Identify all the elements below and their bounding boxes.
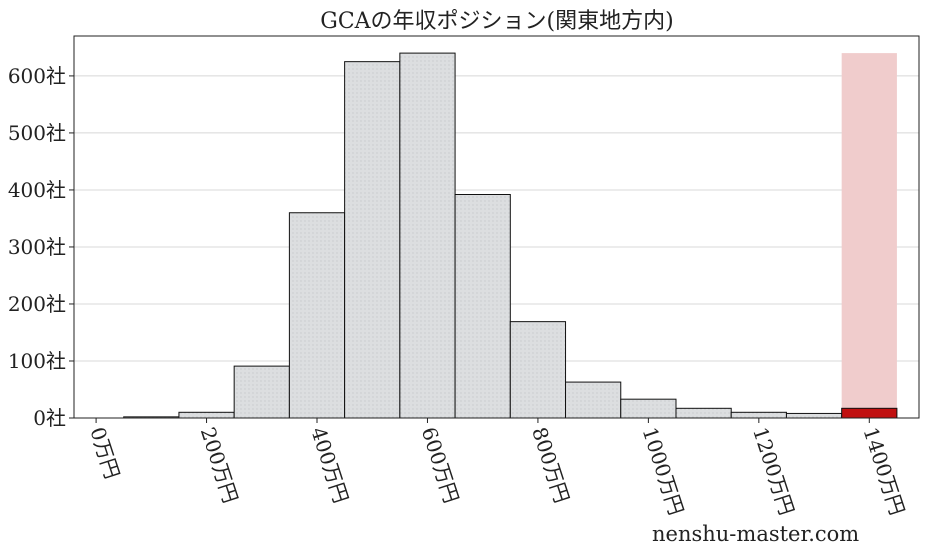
histogram-bar — [785, 412, 843, 419]
y-tick-label: 400社 — [8, 178, 66, 202]
histogram-bar — [454, 194, 511, 419]
histogram-bar — [233, 365, 290, 419]
histogram-bar — [288, 212, 346, 419]
highlight-bar — [841, 407, 898, 419]
histogram-bar — [565, 381, 622, 419]
histogram-bar — [344, 61, 401, 419]
chart-title: GCAの年収ポジション(関東地方内) — [320, 9, 673, 34]
site-watermark: nenshu-master.com — [652, 522, 860, 546]
histogram-bar — [675, 407, 732, 419]
x-tick-label: 400万円 — [306, 424, 353, 506]
y-tick-label: 300社 — [8, 235, 66, 259]
y-tick-label: 600社 — [8, 64, 66, 88]
histogram-bar — [509, 321, 567, 419]
histogram-bar — [730, 411, 787, 419]
x-axis: 0万円 200万円 400万円 600万円 800万円 1000万円 1200万円 1400万… — [85, 418, 909, 518]
x-tick-label: 1400万円 — [859, 424, 910, 518]
y-tick-label: 500社 — [8, 121, 66, 145]
y-tick-label: 100社 — [8, 349, 66, 373]
y-tick-label: 200社 — [8, 292, 66, 316]
x-tick-label: 600万円 — [417, 424, 464, 506]
histogram-bar — [399, 52, 456, 419]
x-tick-label: 1200万円 — [748, 424, 799, 518]
bars-layer — [123, 52, 898, 419]
highlight-band-layer — [841, 53, 897, 418]
histogram-bar — [178, 411, 235, 419]
y-tick-label: 0社 — [33, 406, 66, 430]
x-tick-label: 200万円 — [196, 424, 243, 506]
highlight-band — [841, 53, 897, 418]
x-tick-label: 1000万円 — [638, 424, 689, 518]
histogram-bar — [620, 398, 677, 419]
x-tick-label: 0万円 — [85, 424, 124, 482]
x-tick-label: 800万円 — [527, 424, 574, 506]
plot-frame — [73, 35, 920, 419]
y-axis: 0社 100社 200社 300社 400社 500社 600社 — [8, 64, 74, 430]
